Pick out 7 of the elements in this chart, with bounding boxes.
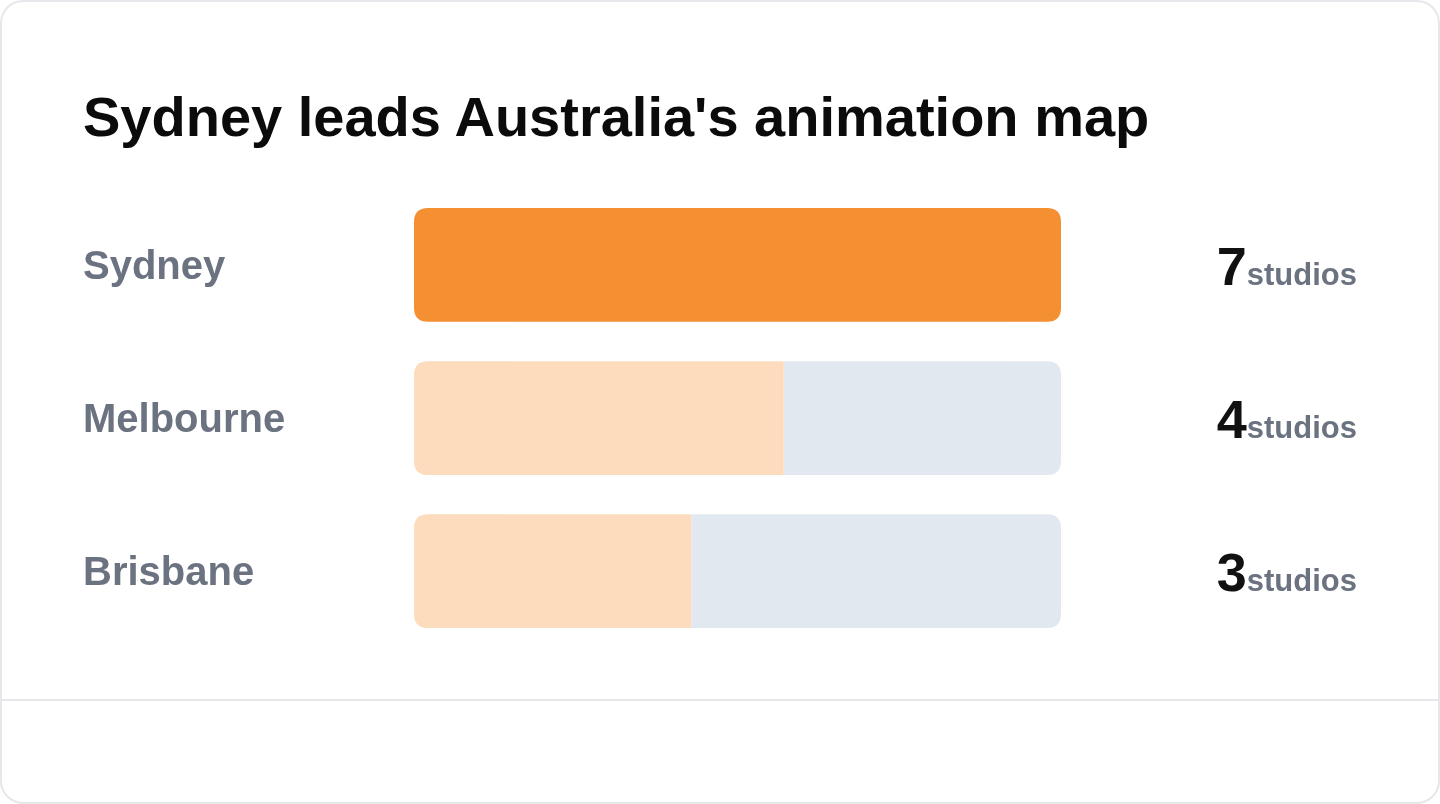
y-tick-label: Melbourne xyxy=(83,396,286,440)
y-tick-label: Brisbane xyxy=(83,549,255,594)
data-label: 7studios xyxy=(1216,235,1357,296)
y-tick-label: Sydney xyxy=(83,242,227,287)
data-label: 4studios xyxy=(1216,389,1357,449)
chart-title: Sydney leads Australia's animation map xyxy=(83,85,1150,148)
data-label: 3studios xyxy=(1216,542,1357,603)
